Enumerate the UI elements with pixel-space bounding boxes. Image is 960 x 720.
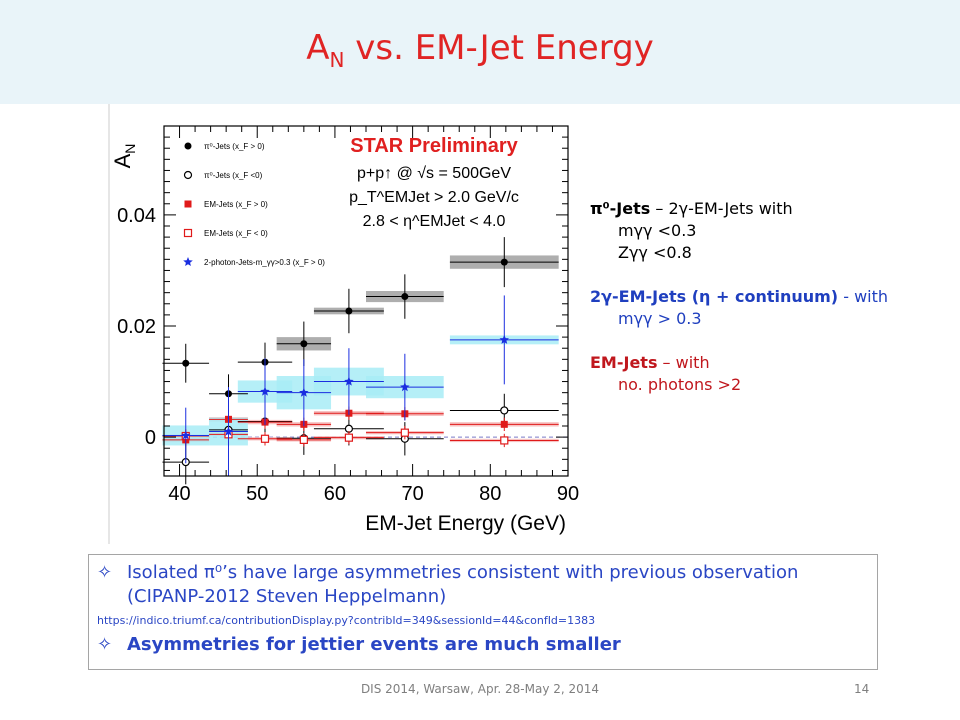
x-tick-label: 70: [401, 483, 423, 505]
data-point: [400, 428, 409, 437]
bullet-2-text: Asymmetries for jettier events are much …: [127, 634, 621, 655]
title-band: [0, 0, 960, 104]
series-notes: π⁰-Jets – 2γ-EM-Jets with mγγ <0.3 Zγγ <…: [590, 198, 960, 396]
eta-cut-label: 2.8 < η^EMJet < 4.0: [363, 213, 506, 230]
data-point: [500, 406, 509, 415]
x-tick-label: 80: [479, 483, 501, 505]
title-subscript: N: [329, 47, 345, 72]
legend-label: EM-Jets (x_F < 0): [204, 229, 268, 238]
y-tick-label: 0.02: [117, 316, 156, 338]
pi0-note-head: π⁰-Jets: [590, 199, 651, 218]
legend-label: 2-photon-Jets-m_γγ>0.3 (x_F > 0): [204, 258, 325, 267]
data-point: [500, 258, 508, 266]
reference-link[interactable]: https://indico.triumf.ca/contributionDis…: [97, 614, 596, 627]
twog-note-head: 2γ-EM-Jets (η + continuum): [590, 287, 839, 306]
data-point: [182, 359, 190, 367]
footer-text: DIS 2014, Warsaw, Apr. 28-May 2, 2014: [360, 682, 600, 696]
star-bullet-icon: ✧: [97, 562, 113, 583]
em-cut-1: no. photons >2: [618, 375, 742, 394]
twog-cut-1: mγγ > 0.3: [618, 309, 702, 328]
x-tick-label: 90: [557, 483, 579, 505]
x-axis-label: EM-Jet Energy (GeV): [365, 512, 566, 535]
legend-marker: [184, 200, 192, 208]
y-axis-label-sub: N: [122, 144, 138, 154]
asymmetry-plot: 40 50 60 70 80 90 0 0.02 0.04 AN EM-Jet Energy (Ge…: [108, 104, 598, 544]
pi0-note: π⁰-Jets – 2γ-EM-Jets with: [590, 198, 960, 220]
x-tick-label: 50: [246, 483, 268, 505]
y-tick-label: 0: [145, 427, 156, 449]
em-note-head: EM-Jets: [590, 353, 658, 372]
data-point: [299, 387, 309, 397]
pi0-cut-2: Zγγ <0.8: [618, 243, 692, 262]
x-tick-label: 60: [324, 483, 346, 505]
data-point: [299, 435, 308, 444]
pt-cut-label: p_T^EMJet > 2.0 GeV/c: [349, 189, 519, 206]
data-point: [344, 376, 354, 386]
page-number: 14: [854, 682, 870, 696]
collision-label: p+p↑ @ √s = 500GeV: [357, 165, 511, 182]
bullet-1-text: Isolated π⁰’s have large asymmetries con…: [127, 562, 799, 607]
star-preliminary-label: STAR Preliminary: [350, 135, 518, 157]
pi0-note-rest: – 2γ-EM-Jets with: [650, 199, 793, 218]
legend-label: EM-Jets (x_F > 0): [204, 200, 268, 209]
data-point: [344, 433, 354, 442]
em-note: EM-Jets – with: [590, 352, 960, 374]
data-point: [300, 340, 308, 348]
slide-title: AN vs. EM-Jet Energy: [0, 28, 960, 72]
y-axis-label: AN: [110, 144, 138, 169]
title-main: A: [306, 28, 330, 68]
title-rest: vs. EM-Jet Energy: [344, 28, 654, 68]
legend-label: π⁰-Jets (x_F > 0): [204, 142, 265, 151]
summary-box: ✧ Isolated π⁰’s have large asymmetries co…: [88, 554, 878, 670]
data-point: [260, 386, 270, 396]
bullet-jettier-events: ✧ Asymmetries for jettier events are much…: [97, 633, 869, 657]
twog-note-rest: - with: [838, 287, 889, 306]
y-tick-label: 0.04: [117, 205, 156, 227]
legend-marker: [183, 228, 193, 238]
data-point: [499, 334, 509, 344]
legend-label: π⁰-Jets (x_F <0): [204, 171, 263, 180]
data-point: [400, 382, 410, 392]
pi0-cut-1: mγγ <0.3: [618, 221, 697, 240]
data-point: [181, 430, 191, 440]
star-bullet-icon: ✧: [97, 634, 113, 655]
plot-svg: 40 50 60 70 80 90 0 0.02 0.04 AN EM-Jet Energy (Ge…: [108, 104, 579, 544]
data-point: [500, 420, 508, 428]
legend-marker: [183, 170, 193, 180]
data-point: [500, 436, 509, 445]
data-point: [260, 434, 270, 443]
data-point: [345, 307, 353, 315]
legend-marker: [183, 257, 193, 266]
twog-note: 2γ-EM-Jets (η + continuum) - with: [590, 286, 960, 308]
data-point: [223, 426, 234, 436]
data-point: [401, 293, 409, 301]
bullet-isolated-pi0: ✧ Isolated π⁰’s have large asymmetries co…: [97, 561, 869, 609]
em-note-rest: – with: [657, 353, 710, 372]
x-tick-label: 40: [168, 483, 190, 505]
legend-marker: [184, 142, 192, 150]
y-axis-label-main: A: [110, 153, 135, 168]
